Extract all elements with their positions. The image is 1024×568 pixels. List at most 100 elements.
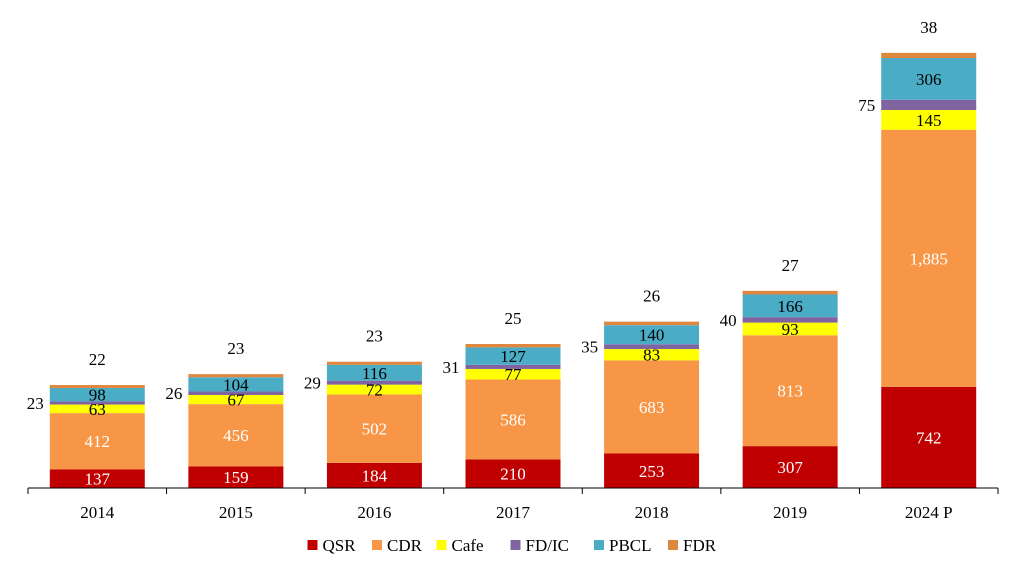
- bar-segment-fd-ic: [604, 344, 700, 350]
- data-label-fdr: 22: [89, 350, 106, 369]
- x-tick-label: 2016: [357, 503, 391, 522]
- legend-label-cdr: CDR: [387, 536, 423, 555]
- x-tick-label: 2024 P: [905, 503, 953, 522]
- legend-swatch-fdr: [668, 540, 678, 550]
- x-tick-label: 2019: [773, 503, 807, 522]
- x-tick-label: 2014: [80, 503, 115, 522]
- bar-segment-pbcl: [742, 294, 838, 318]
- bar-segment-pbcl: [881, 58, 977, 100]
- bar-segment-cdr: [742, 335, 838, 447]
- bar-segment-fd-ic: [465, 364, 561, 369]
- bar-segment-cafe: [465, 368, 561, 380]
- bar-segment-cafe: [742, 322, 838, 336]
- data-label-cdr: 412: [85, 432, 111, 451]
- legend-label-cafe: Cafe: [452, 536, 484, 555]
- bar-segment-fdr: [881, 52, 977, 59]
- bar-segment-qsr: [326, 462, 422, 488]
- data-label-cafe: 72: [366, 381, 383, 400]
- bar-segment-pbcl: [49, 388, 145, 402]
- data-label-pbcl: 140: [639, 326, 665, 345]
- data-label-qsr: 184: [362, 466, 388, 485]
- bar-segment-fdr: [465, 344, 561, 348]
- bar-segment-fd-ic: [326, 380, 422, 385]
- data-label-qsr: 253: [639, 462, 665, 481]
- data-label-cdr: 502: [362, 420, 388, 439]
- bar-segment-cafe: [49, 404, 145, 414]
- bar-segment-pbcl: [465, 347, 561, 365]
- data-label-qsr: 742: [916, 428, 942, 447]
- bar-segment-fd-ic: [881, 99, 977, 110]
- legend-swatch-pbcl: [594, 540, 604, 550]
- data-label-qsr: 210: [500, 465, 526, 484]
- data-label-pbcl: 166: [777, 297, 803, 316]
- data-label-cafe: 93: [782, 320, 799, 339]
- legend-label-pbcl: PBCL: [609, 536, 652, 555]
- data-label-fdr: 23: [366, 327, 383, 346]
- legend-label-fdr: FDR: [683, 536, 717, 555]
- data-label-cdr: 1,885: [910, 249, 948, 268]
- x-axis: 2014 2015 2016 2017 2018 2019 2024 P: [27, 487, 999, 522]
- bar-segment-cdr: [49, 413, 145, 470]
- legend-label-qsr: QSR: [323, 536, 357, 555]
- x-tick-label: 2015: [219, 503, 253, 522]
- bar-segment-fd-ic: [188, 391, 284, 395]
- data-labels-layer: 137 412 63 23 98 22 159 456 67 26 104 23 184 502 72 29 1…: [27, 18, 948, 489]
- x-tick-label: 2017: [496, 503, 531, 522]
- bar-segment-cdr: [188, 404, 284, 467]
- bar-segment-cafe: [188, 395, 284, 405]
- data-label-fdr: 38: [920, 18, 937, 37]
- bar-segment-fdr: [326, 361, 422, 365]
- data-label-fd-ic: 35: [581, 338, 598, 357]
- legend-swatch-cdr: [372, 540, 382, 550]
- bar-segment-qsr: [465, 459, 561, 488]
- data-label-pbcl: 127: [500, 347, 526, 366]
- data-label-cafe: 67: [227, 391, 245, 410]
- x-tick-label: 2018: [635, 503, 669, 522]
- bars-layer: [49, 52, 977, 488]
- data-label-qsr: 307: [777, 458, 803, 477]
- bar-segment-qsr: [604, 453, 700, 488]
- bar-segment-fdr: [742, 290, 838, 295]
- data-label-fdr: 25: [505, 309, 522, 328]
- data-label-qsr: 137: [85, 470, 111, 489]
- bar-segment-qsr: [742, 446, 838, 488]
- data-label-cafe: 77: [505, 365, 523, 384]
- bar-segment-fd-ic: [742, 317, 838, 323]
- data-label-cafe: 83: [643, 346, 660, 365]
- data-label-fd-ic: 23: [27, 394, 44, 413]
- data-label-fdr: 27: [782, 256, 800, 275]
- bar-segment-fdr: [604, 321, 700, 326]
- data-label-pbcl: 116: [362, 364, 387, 383]
- bar-segment-qsr: [881, 386, 977, 488]
- bar-segment-cdr: [326, 394, 422, 463]
- data-label-fdr: 23: [227, 339, 244, 358]
- legend-swatch-cafe: [436, 540, 447, 550]
- data-label-cafe: 145: [916, 111, 942, 130]
- data-label-pbcl: 104: [223, 375, 249, 394]
- legend-label-fd-ic: FD/IC: [526, 536, 569, 555]
- bar-segment-qsr: [49, 469, 145, 488]
- data-label-cdr: 683: [639, 398, 665, 417]
- bar-segment-cafe: [604, 349, 700, 361]
- bar-segment-cdr: [881, 129, 977, 387]
- data-label-cdr: 586: [500, 410, 526, 429]
- data-label-fd-ic: 29: [304, 374, 321, 393]
- data-label-cdr: 813: [777, 382, 803, 401]
- bar-segment-fdr: [188, 374, 284, 378]
- data-label-cdr: 456: [223, 426, 249, 445]
- data-label-fdr: 26: [643, 287, 660, 306]
- data-label-pbcl: 98: [89, 386, 106, 405]
- data-label-fd-ic: 75: [858, 96, 875, 115]
- legend-swatch-fd-ic: [510, 540, 521, 550]
- data-label-fd-ic: 26: [165, 384, 182, 403]
- bar-segment-pbcl: [326, 364, 422, 381]
- data-label-fd-ic: 40: [720, 311, 737, 330]
- legend: QSR CDR Cafe FD/IC PBCL FDR: [307, 536, 717, 555]
- bar-segment-fd-ic: [49, 401, 145, 405]
- bar-segment-qsr: [188, 466, 284, 488]
- bar-segment-cafe: [881, 110, 977, 130]
- bar-segment-fdr: [49, 385, 145, 389]
- bar-segment-pbcl: [188, 377, 284, 392]
- legend-swatch-qsr: [307, 540, 318, 550]
